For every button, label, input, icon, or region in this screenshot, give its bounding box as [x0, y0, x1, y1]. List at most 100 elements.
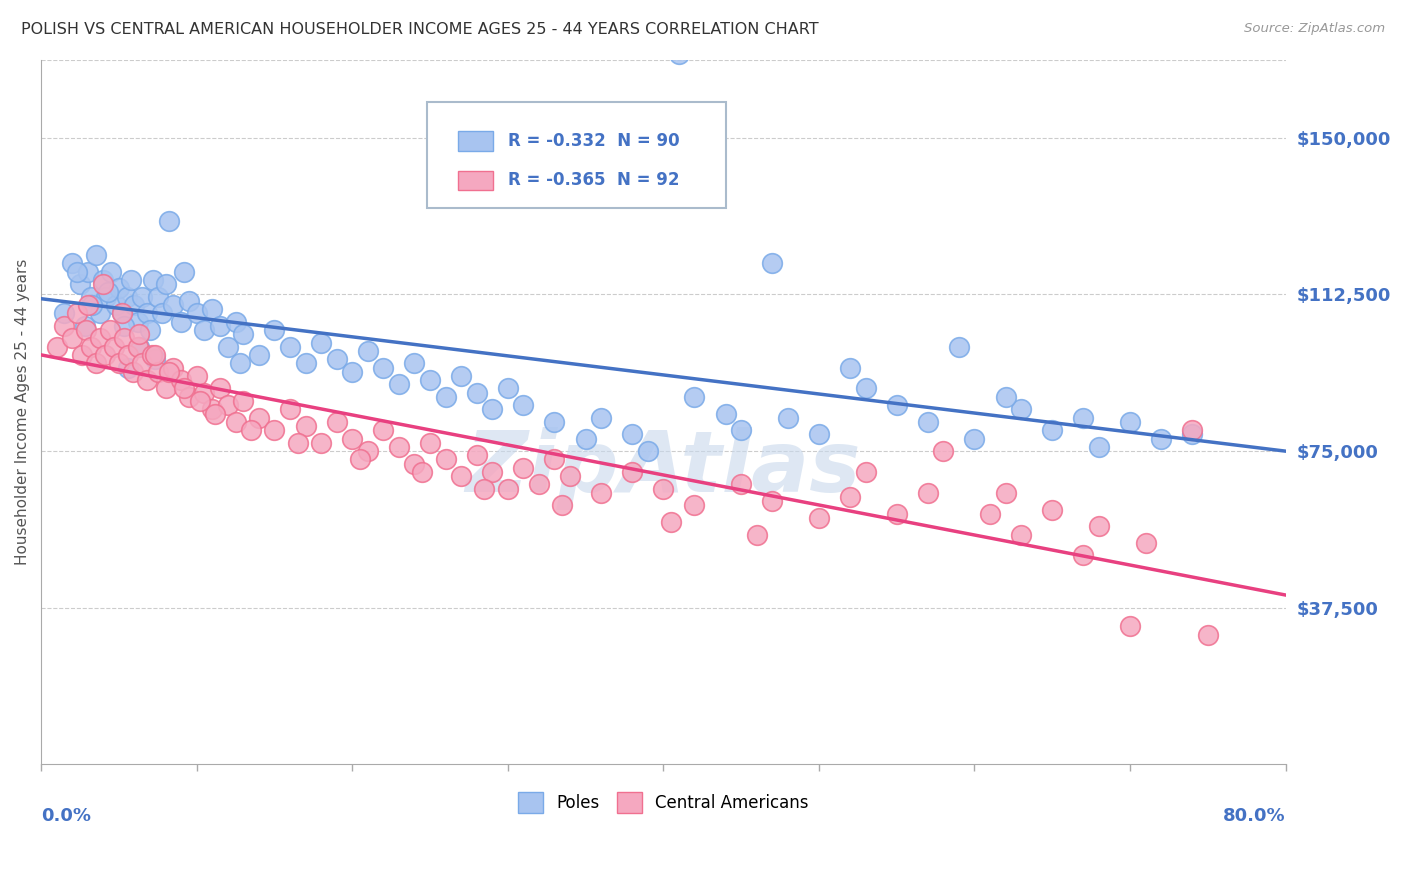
Point: [591, 410, 613, 425]
Point: [108, 281, 131, 295]
Point: [434, 390, 457, 404]
Point: [963, 432, 986, 446]
Point: [278, 340, 301, 354]
Point: [496, 482, 519, 496]
Point: [1071, 410, 1094, 425]
Point: [53, 318, 76, 333]
Point: [108, 356, 131, 370]
Point: [730, 477, 752, 491]
Point: [111, 306, 134, 320]
Point: [994, 390, 1017, 404]
Point: [66, 264, 89, 278]
Point: [496, 381, 519, 395]
Point: [434, 452, 457, 467]
Point: [98, 323, 121, 337]
Point: [240, 423, 263, 437]
Point: [1119, 415, 1142, 429]
Point: [450, 469, 472, 483]
Point: [1119, 619, 1142, 633]
Point: [162, 360, 184, 375]
Point: [1181, 427, 1204, 442]
Bar: [458, 170, 494, 190]
Point: [186, 368, 208, 383]
Point: [1181, 423, 1204, 437]
Point: [247, 348, 270, 362]
Point: [551, 499, 574, 513]
Point: [263, 423, 285, 437]
Point: [188, 394, 211, 409]
Point: [139, 323, 162, 337]
Point: [208, 381, 231, 395]
Point: [855, 381, 877, 395]
Point: [1150, 432, 1173, 446]
FancyBboxPatch shape: [427, 102, 725, 208]
Point: [117, 348, 139, 362]
Point: [591, 486, 613, 500]
Point: [309, 435, 332, 450]
Point: [131, 289, 153, 303]
Point: [474, 482, 496, 496]
Point: [100, 264, 122, 278]
Point: [761, 256, 783, 270]
Point: [70, 348, 93, 362]
Point: [325, 352, 347, 367]
Point: [201, 402, 224, 417]
Point: [97, 285, 120, 300]
Point: [263, 323, 285, 337]
Text: R = -0.332  N = 90: R = -0.332 N = 90: [508, 132, 679, 150]
Point: [193, 323, 215, 337]
Point: [373, 423, 395, 437]
Point: [1088, 440, 1111, 454]
Point: [621, 465, 644, 479]
Point: [294, 356, 316, 370]
Point: [543, 452, 565, 467]
Point: [917, 486, 939, 500]
Text: 0.0%: 0.0%: [41, 806, 91, 824]
Point: [201, 302, 224, 317]
Point: [404, 356, 426, 370]
Point: [208, 318, 231, 333]
Point: [309, 335, 332, 350]
Point: [388, 377, 411, 392]
Point: [111, 306, 134, 320]
Point: [404, 457, 426, 471]
Point: [932, 444, 955, 458]
Point: [512, 460, 534, 475]
Point: [76, 298, 98, 312]
Point: [112, 331, 135, 345]
Point: [1071, 549, 1094, 563]
Point: [652, 482, 675, 496]
Legend: Poles, Central Americans: Poles, Central Americans: [512, 786, 815, 820]
Point: [177, 390, 200, 404]
Point: [839, 360, 862, 375]
Point: [325, 415, 347, 429]
Point: [60, 256, 83, 270]
Point: [419, 435, 441, 450]
Point: [128, 327, 150, 342]
Point: [465, 448, 488, 462]
Point: [349, 452, 371, 467]
Point: [388, 440, 411, 454]
Point: [217, 340, 239, 354]
Point: [53, 306, 76, 320]
Point: [112, 318, 135, 333]
Point: [481, 402, 503, 417]
Point: [558, 469, 581, 483]
Point: [948, 340, 970, 354]
Bar: [458, 131, 494, 151]
Point: [683, 390, 706, 404]
Point: [155, 277, 177, 291]
Point: [1040, 423, 1063, 437]
Point: [225, 415, 247, 429]
Point: [103, 340, 125, 354]
Point: [82, 298, 104, 312]
Point: [294, 419, 316, 434]
Point: [104, 298, 127, 312]
Y-axis label: Householder Income Ages 25 - 44 years: Householder Income Ages 25 - 44 years: [15, 259, 30, 566]
Point: [69, 277, 91, 291]
Point: [76, 264, 98, 278]
Point: [1197, 628, 1219, 642]
Point: [142, 273, 165, 287]
Point: [131, 356, 153, 370]
Point: [91, 273, 114, 287]
